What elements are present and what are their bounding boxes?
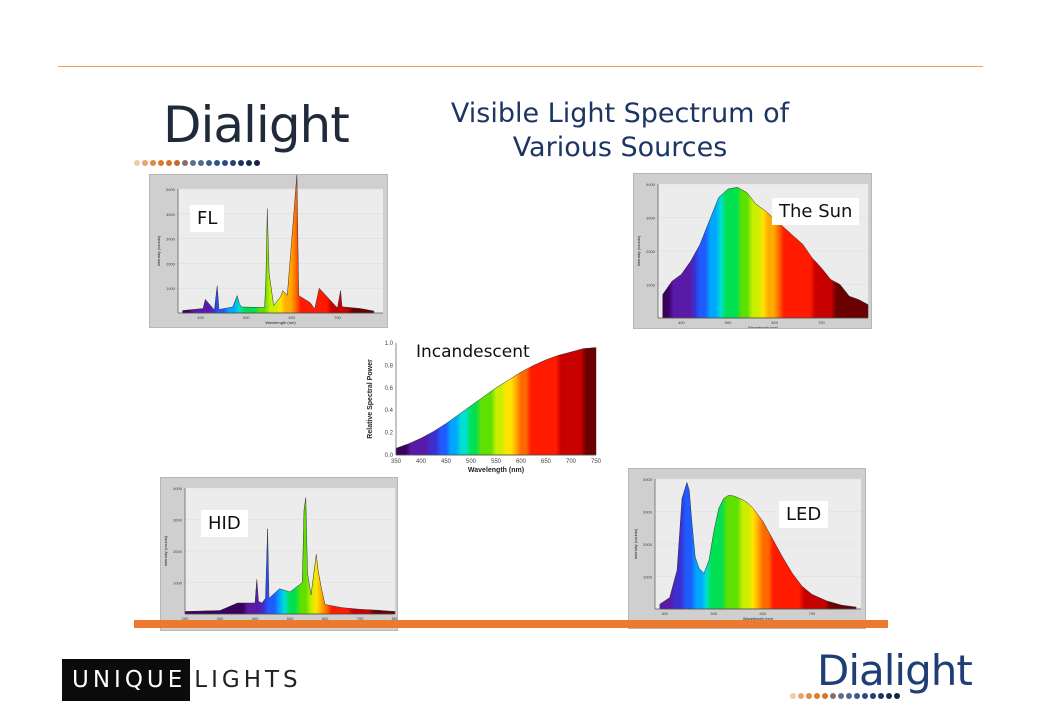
y-tick-label: 2000 — [166, 261, 176, 266]
logo-dots-bottom — [790, 693, 900, 699]
incandescent-chart: 0.0 0.2 0.4 0.6 0.8 1.0 350 400 450 500 550 600 650 7… — [367, 341, 602, 474]
y-tick-label: 2000 — [173, 549, 183, 554]
x-tick-label: 700 — [357, 616, 364, 621]
y-tick-label: 5000 — [166, 187, 176, 192]
led-chart: 1000 2000 3000 4000 400 500 600 700 Wavelength (… — [633, 477, 861, 621]
y-axis-label: Intensity (counts) — [163, 535, 168, 566]
led-chart-label: LED — [779, 501, 829, 528]
spectrum-area — [662, 187, 869, 319]
y-tick-label: 1000 — [173, 581, 183, 586]
led-chart-panel: 1000 2000 3000 4000 400 500 600 700 Wavelength (… — [628, 468, 866, 629]
y-tick-label: 0.2 — [385, 431, 394, 437]
y-tick-label: 1000 — [646, 283, 656, 288]
x-tick-label: 600 — [322, 616, 329, 621]
x-tick-label: 550 — [491, 459, 502, 465]
x-tick-label: 350 — [391, 459, 402, 465]
y-axis-label: Intensity (counts) — [633, 528, 638, 559]
slide-title: Visible Light Spectrum of Various Source… — [400, 97, 840, 165]
y-axis-label: Relative Spectral Power — [367, 359, 374, 439]
y-tick-label: 1000 — [166, 286, 176, 291]
sun-chart-panel: 1000 2000 3000 4000 400 500 600 700 Wavelength (… — [633, 173, 872, 329]
x-tick-label: 400 — [197, 315, 204, 320]
x-tick-label: 400 — [416, 459, 427, 465]
spectrum-area — [184, 497, 396, 615]
x-tick-label: 500 — [725, 320, 732, 325]
x-tick-label: 500 — [287, 616, 294, 621]
y-tick-label: 4000 — [643, 477, 653, 482]
hid-chart: 1000200030004000200300400500600700800Wav… — [163, 486, 397, 626]
x-tick-label: 200 — [182, 616, 189, 621]
y-tick-label: 0.8 — [385, 363, 394, 369]
x-axis-label: Wavelength (nm) — [265, 320, 296, 325]
x-tick-label: 800 — [392, 616, 397, 621]
unique-lights-logo: UNIQUE LIGHTS — [62, 659, 302, 701]
hid-chart-panel: 1000200030004000200300400500600700800Wav… — [160, 477, 398, 631]
x-tick-label: 500 — [466, 459, 477, 465]
y-tick-label: 3000 — [646, 216, 656, 221]
logo-dots-top — [134, 160, 260, 166]
unique-lights-logo-light: LIGHTS — [194, 667, 302, 693]
x-tick-label: 700 — [809, 611, 816, 616]
x-tick-label: 600 — [516, 459, 527, 465]
x-tick-label: 750 — [591, 459, 602, 465]
fl-chart-label: FL — [190, 205, 225, 232]
y-tick-label: 3000 — [173, 518, 183, 523]
x-tick-label: 700 — [566, 459, 577, 465]
y-tick-label: 2000 — [646, 249, 656, 254]
y-tick-label: 0.4 — [385, 408, 394, 414]
x-axis-label: Wavelength (nm) — [743, 616, 774, 621]
x-tick-label: 300 — [217, 616, 224, 621]
x-tick-label: 400 — [678, 320, 685, 325]
y-tick-label: 3000 — [643, 510, 653, 515]
x-tick-label: 600 — [289, 315, 296, 320]
spectrum-area — [182, 175, 375, 314]
dialight-logo-top: Dialight — [163, 96, 350, 154]
fl-chart: 1000 2000 3000 4000 5000 400 500 600 700 Waveleng… — [156, 175, 383, 325]
y-tick-label: 0.0 — [385, 453, 394, 459]
x-axis-label: Wavelength (nm) — [468, 467, 524, 474]
unique-lights-logo-dark: UNIQUE — [62, 659, 191, 701]
fl-chart-panel: 1000 2000 3000 4000 5000 400 500 600 700 Waveleng… — [149, 174, 388, 328]
dialight-logo-bottom: Dialight — [817, 646, 973, 695]
y-tick-label: 4000 — [646, 182, 656, 187]
x-tick-label: 400 — [661, 611, 668, 616]
top-rule — [58, 66, 983, 67]
y-axis-label: Intensity (counts) — [636, 235, 641, 266]
y-tick-label: 4000 — [173, 486, 183, 491]
hid-chart-label: HID — [201, 510, 248, 537]
incandescent-chart-label: Incandescent — [416, 342, 530, 362]
x-tick-label: 600 — [771, 320, 778, 325]
y-axis-label: Intensity (counts) — [156, 235, 161, 266]
x-tick-label: 600 — [760, 611, 767, 616]
spectrum-area — [659, 481, 857, 610]
x-tick-label: 500 — [243, 315, 250, 320]
y-tick-label: 3000 — [166, 237, 176, 242]
x-axis-label: Wavelength (nm) — [748, 325, 779, 328]
orange-band — [134, 620, 888, 628]
x-tick-label: 650 — [541, 459, 552, 465]
y-tick-label: 1000 — [643, 575, 653, 580]
y-tick-label: 4000 — [166, 212, 176, 217]
slide-title-line2: Various Sources — [512, 132, 728, 163]
x-tick-label: 450 — [441, 459, 452, 465]
x-tick-label: 700 — [334, 315, 341, 320]
x-tick-label: 700 — [818, 320, 825, 325]
y-tick-label: 0.6 — [385, 386, 394, 392]
y-tick-label: 2000 — [643, 542, 653, 547]
x-tick-label: 400 — [252, 616, 259, 621]
y-tick-label: 1.0 — [385, 341, 394, 347]
sun-chart-label: The Sun — [772, 198, 860, 225]
spectrum-area — [395, 347, 597, 456]
x-tick-label: 500 — [711, 611, 718, 616]
slide-title-line1: Visible Light Spectrum of — [450, 98, 790, 129]
